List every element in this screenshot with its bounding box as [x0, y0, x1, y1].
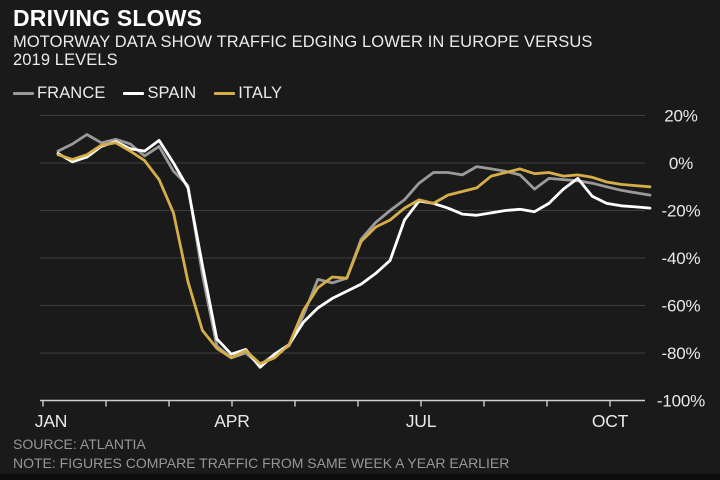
legend-label-france: FRANCE — [37, 84, 106, 102]
y-axis-label: 20% — [664, 107, 698, 126]
legend-item-france: FRANCE — [13, 84, 105, 103]
source-text: SOURCE: ATLANTIA — [13, 436, 146, 452]
x-axis-label: JUL — [406, 411, 437, 431]
x-axis-label: OCT — [592, 411, 629, 431]
bottom-bar — [0, 474, 720, 480]
legend-swatch-france — [13, 92, 34, 95]
legend-swatch-spain — [123, 92, 145, 95]
legend-label-italy: ITALY — [238, 84, 283, 102]
chart-legend: FRANCE SPAIN ITALY — [13, 84, 282, 103]
legend-swatch-italy — [214, 92, 236, 95]
series-line-spain — [56, 138, 652, 369]
x-axis-label: APR — [214, 411, 249, 431]
y-axis-label: 0% — [669, 154, 693, 173]
y-axis-label: -20% — [662, 202, 701, 221]
y-axis-label: -80% — [662, 344, 701, 363]
legend-label-spain: SPAIN — [147, 84, 197, 102]
y-axis-label: -40% — [662, 249, 701, 268]
series-line-italy — [56, 141, 652, 366]
chart-footer: SOURCE: ATLANTIA NOTE: FIGURES COMPARE T… — [13, 435, 509, 472]
chart-subtitle-line1: MOTORWAY DATA SHOW TRAFFIC EDGING LOWER … — [13, 33, 593, 51]
chart-title: DRIVING SLOWS — [13, 5, 203, 31]
x-axis-label: JAN — [35, 411, 67, 431]
y-axis-label: -60% — [662, 297, 701, 316]
legend-item-spain: SPAIN — [123, 84, 196, 103]
y-axis-label: -100% — [657, 392, 705, 411]
chart-subtitle-line2: 2019 LEVELS — [13, 51, 118, 69]
legend-item-italy: ITALY — [214, 84, 282, 103]
series-line-france — [56, 133, 652, 367]
note-text: NOTE: FIGURES COMPARE TRAFFIC FROM SAME … — [13, 454, 510, 471]
